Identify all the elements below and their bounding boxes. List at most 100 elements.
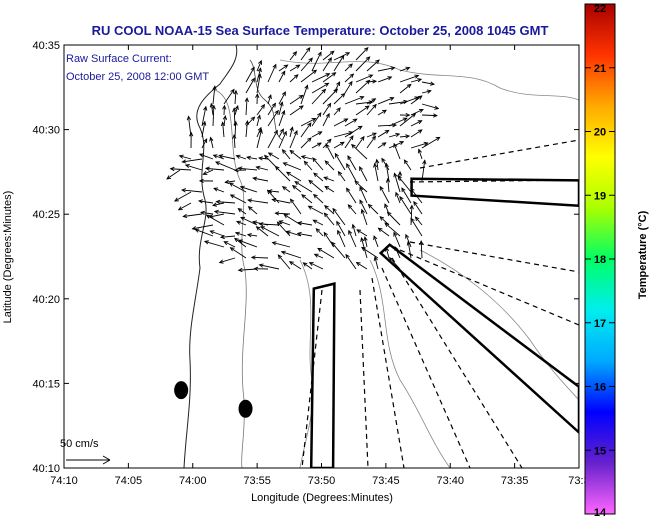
annotation-line-1: Raw Surface Current: (66, 53, 172, 65)
current-vector-head (340, 92, 346, 98)
current-vector (324, 160, 335, 171)
current-vector (235, 232, 247, 237)
current-vector (397, 175, 412, 193)
current-vector-head (371, 135, 377, 141)
chart-title: RU COOL NOAA-15 Sea Surface Temperature:… (92, 23, 549, 38)
current-vector (410, 120, 422, 127)
current-vector-head (417, 120, 423, 125)
current-vector (348, 204, 357, 215)
current-vector (234, 105, 239, 116)
current-vector-head (349, 73, 355, 78)
current-vector (399, 135, 410, 138)
current-vector-head (258, 263, 264, 268)
current-vector-head (281, 91, 286, 97)
current-vector (334, 153, 346, 171)
current-vector (267, 103, 276, 116)
current-vector-head (359, 186, 364, 192)
current-vector-head (364, 105, 370, 110)
current-vector (247, 234, 258, 237)
current-vector-head (347, 155, 352, 161)
current-vector-head (323, 231, 328, 237)
current-vector (336, 221, 346, 237)
colorbar-tick-label: 22 (594, 3, 606, 15)
current-vector-head (395, 132, 401, 138)
current-vector (389, 257, 401, 270)
current-vector-head (250, 255, 256, 260)
current-vector (259, 223, 280, 226)
current-vector-head (252, 176, 258, 181)
current-vector (381, 158, 390, 171)
current-vector (246, 156, 258, 160)
current-vector-head (257, 67, 262, 73)
current-vector (245, 78, 255, 94)
current-vector-head (222, 115, 228, 121)
current-vector (399, 84, 412, 94)
current-vector-head (250, 77, 255, 83)
current-vector-head (373, 256, 378, 262)
current-vector-head (274, 165, 280, 171)
x-tick-label: 73:40 (436, 475, 464, 487)
current-vector-head (393, 231, 398, 237)
current-vector (238, 268, 258, 271)
current-vector-head (433, 113, 438, 118)
current-vector (212, 202, 225, 206)
current-vector (393, 232, 401, 248)
colorbar-tick-label: 20 (594, 127, 606, 139)
current-vector-head (387, 76, 393, 81)
current-vector (333, 118, 348, 127)
current-vector-head (258, 128, 263, 134)
current-vector (300, 47, 311, 61)
current-vector-head (234, 231, 240, 236)
current-vector-head (399, 141, 405, 146)
current-vector-head (346, 187, 351, 193)
current-vector (410, 142, 428, 149)
current-vector-head (324, 205, 329, 210)
current-vector-head (414, 216, 420, 222)
current-vector (325, 143, 335, 160)
current-vector-head (373, 162, 378, 168)
current-vector (277, 221, 291, 237)
current-vector-head (202, 170, 208, 175)
current-vector-head (271, 198, 277, 203)
current-vector (282, 149, 291, 160)
current-vector-head (278, 220, 284, 225)
current-vector-head (200, 210, 205, 216)
current-vector-head (297, 221, 303, 226)
current-vector (333, 107, 341, 116)
current-vector-head (219, 234, 225, 240)
current-vector-head (317, 51, 322, 57)
current-vector-head (245, 119, 250, 125)
current-vector-head (291, 185, 297, 190)
current-vector (399, 113, 416, 127)
current-vector (272, 199, 291, 204)
current-vector (354, 180, 368, 193)
current-vector-head (323, 176, 329, 181)
current-vector (322, 72, 336, 83)
current-vector (355, 136, 365, 149)
current-vector-head (317, 142, 322, 147)
current-vector-head (346, 163, 351, 168)
current-vector-head (345, 52, 351, 57)
survey-rectangles (309, 177, 579, 468)
current-vector-head (332, 207, 337, 213)
current-vector-head (377, 227, 383, 232)
current-vector (332, 208, 346, 226)
current-vector-head (359, 166, 364, 171)
current-vector-head (209, 102, 214, 108)
current-vector-head (279, 128, 284, 134)
current-vector-head (256, 114, 261, 120)
current-vector-head (184, 163, 190, 169)
current-vector (214, 211, 236, 215)
current-vector-head (203, 138, 208, 144)
current-vector-head (347, 204, 353, 209)
current-vector-head (281, 70, 286, 76)
current-vector (420, 241, 423, 259)
colorbar-label: Temperature (°C) (637, 210, 649, 299)
current-vector (304, 161, 313, 171)
current-vector (344, 81, 353, 94)
current-vector (324, 212, 335, 226)
y-tick-label: 40:35 (32, 40, 60, 52)
current-vector (374, 256, 379, 270)
current-vector (277, 254, 291, 270)
current-vector-head (250, 116, 256, 122)
